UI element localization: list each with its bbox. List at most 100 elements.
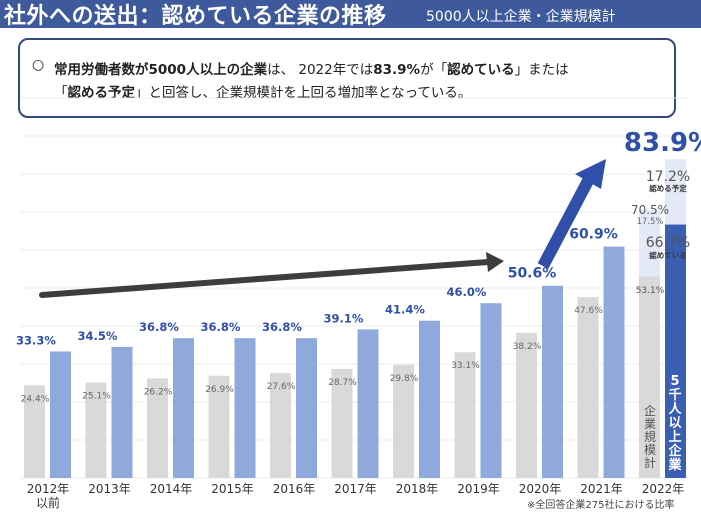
bar-all-sizes <box>393 364 414 478</box>
bar-all-sizes <box>331 368 353 478</box>
bar-all-sizes-planned <box>639 210 660 277</box>
svg-text:5: 5 <box>670 374 679 389</box>
x-tick-label: 2014年 <box>150 482 193 496</box>
bar-large-enterprise <box>419 320 440 478</box>
x-tick-label: 2020年 <box>519 482 562 496</box>
bar-all-sizes <box>639 276 660 478</box>
svg-text:千: 千 <box>668 387 681 403</box>
bar-large-enterprise <box>665 224 686 478</box>
bar-large-enterprise <box>357 329 379 478</box>
annotation-planned-all: 17.5% <box>636 217 663 227</box>
bar-large-enterprise <box>542 285 563 478</box>
svg-text:企: 企 <box>667 443 682 459</box>
svg-text:計: 計 <box>644 455 656 470</box>
svg-text:人: 人 <box>668 401 682 417</box>
data-label-large-enterprise: 46.0% <box>447 285 487 299</box>
summary-text: 「 <box>54 85 68 101</box>
x-tick-label: 以前 <box>36 495 60 510</box>
x-tick-label: 2021年 <box>580 482 623 496</box>
data-label-large-enterprise: 36.8% <box>262 320 302 334</box>
bar-large-enterprise <box>480 303 502 478</box>
bar-all-sizes <box>208 375 230 478</box>
data-label-all-sizes: 47.6% <box>574 306 603 316</box>
bar-all-sizes <box>454 352 476 478</box>
x-tick-label: 2015年 <box>211 482 254 496</box>
annotation-total-large: 83.9% <box>624 128 701 158</box>
summary-text: が「 <box>420 62 448 78</box>
data-label-all-sizes: 33.1% <box>451 361 480 371</box>
svg-text:上: 上 <box>668 430 681 445</box>
bar-large-enterprise <box>603 246 625 478</box>
bar-all-sizes <box>24 385 45 478</box>
data-label-all-sizes: 26.9% <box>205 385 234 395</box>
bar-all-sizes <box>577 297 599 478</box>
data-label-large-enterprise: 50.6% <box>508 266 557 282</box>
data-label-all-sizes: 53.1% <box>636 286 665 296</box>
series-label-all-sizes: 企業規模計 <box>644 403 656 470</box>
svg-text:以: 以 <box>668 416 681 431</box>
svg-text:業: 業 <box>644 417 656 431</box>
summary-line-2: 「認める予定」と回答し、企業規模計を上回る増加率となっている。 <box>54 81 471 101</box>
svg-text:模: 模 <box>644 443 656 457</box>
data-label-all-sizes: 26.2% <box>144 387 173 397</box>
header-bar: 社外への送出：認めている企業の推移 5000人以上企業・企業規模計 <box>0 0 701 29</box>
x-tick-label: 2012年 <box>27 482 70 496</box>
x-tick-label: 2019年 <box>457 482 500 496</box>
x-tick-label: 2017年 <box>334 482 377 496</box>
svg-text:業: 業 <box>667 457 682 473</box>
data-label-all-sizes: 25.1% <box>82 392 111 402</box>
x-tick-label: 2013年 <box>88 482 131 496</box>
svg-text:規: 規 <box>644 429 656 444</box>
data-label-all-sizes: 28.7% <box>328 378 357 388</box>
data-label-large-enterprise: 36.8% <box>139 320 179 334</box>
annotation-planned-label: 認める予定 <box>649 183 687 193</box>
highlight-arrow <box>537 174 596 269</box>
annotation-approved-value: 66.7% <box>646 235 690 251</box>
page-subtitle: 5000人以上企業・企業規模計 <box>426 9 616 25</box>
summary-highlight: 認める予定 <box>67 85 136 101</box>
summary-text: は、 2022年では <box>267 62 374 78</box>
data-label-large-enterprise: 60.9% <box>569 227 618 243</box>
page-title: 社外への送出：認めている企業の推移 <box>4 4 387 29</box>
bar-large-enterprise <box>296 338 317 478</box>
data-label-large-enterprise: 41.4% <box>385 303 425 317</box>
bar-all-sizes <box>147 378 168 478</box>
x-tick-label: 2016年 <box>273 482 316 496</box>
data-label-all-sizes: 38.2% <box>513 342 542 352</box>
data-label-large-enterprise: 34.5% <box>78 329 118 343</box>
bar-large-enterprise <box>111 346 133 478</box>
bar-large-enterprise <box>50 351 71 478</box>
x-tick-label: 2022年 <box>642 482 685 496</box>
summary-line-1: 常用労働者数が5000人以上の企業は、 2022年では83.9%が「認めている」… <box>54 58 569 78</box>
summary-text: 常用労働者数が5000人以上の企業 <box>54 62 268 78</box>
summary-highlight: 認めている <box>447 62 515 78</box>
annotation-total-all: 70.5% <box>631 203 669 217</box>
bar-large-planned <box>665 159 686 225</box>
data-label-all-sizes: 24.4% <box>21 394 50 404</box>
highlight-arrow-head <box>575 159 606 189</box>
summary-highlight: 83.9% <box>373 62 421 78</box>
bar-all-sizes <box>516 332 537 478</box>
data-label-large-enterprise: 39.1% <box>324 311 364 325</box>
data-label-large-enterprise: 33.3% <box>16 333 56 347</box>
annotation-planned-value: 17.2% <box>646 169 690 185</box>
trend-arrow <box>39 259 491 298</box>
bullet-marker: ○ <box>32 57 45 73</box>
bar-all-sizes <box>85 382 107 478</box>
svg-text:企: 企 <box>644 403 656 418</box>
data-label-all-sizes: 27.6% <box>267 382 296 392</box>
footnote: ※全回答企業275社における比率 <box>527 500 675 511</box>
bar-all-sizes <box>270 373 291 478</box>
bar-large-enterprise <box>234 338 256 478</box>
data-label-all-sizes: 29.8% <box>390 374 419 384</box>
summary-text: 」または <box>514 62 569 78</box>
x-tick-label: 2018年 <box>396 482 439 496</box>
bar-large-enterprise <box>173 338 194 478</box>
data-label-large-enterprise: 36.8% <box>201 320 241 334</box>
trend-arrow-head <box>486 252 504 272</box>
summary-text: 」と回答し、企業規模計を上回る増加率となっている。 <box>135 85 472 101</box>
summary-callout: ○ 常用労働者数が5000人以上の企業は、 2022年では83.9%が「認めてい… <box>18 38 676 118</box>
annotation-approved-label: 認めている <box>649 250 687 260</box>
